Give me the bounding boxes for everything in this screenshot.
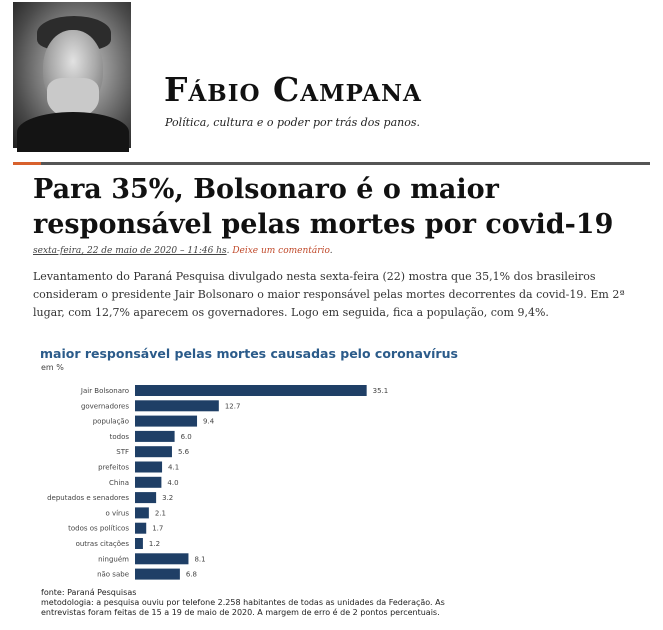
chart-category-label: ninguém [98,555,129,563]
chart-bar [135,476,162,488]
header-divider-accent [13,162,41,165]
post-body: Levantamento do Paraná Pesquisa divulgad… [33,270,625,319]
site-title[interactable]: Fábio Campana [164,70,422,109]
chart-category-label: outras citações [76,540,130,548]
chart-bar [135,507,149,519]
chart-value-label: 6.8 [186,571,197,579]
chart-category-label: todos [110,433,130,441]
chart-bar [135,568,180,580]
chart-bar [135,415,198,427]
chart-category-label: o vírus [105,509,129,517]
chart-value-label: 5.6 [178,448,190,456]
chart-category-label: prefeitos [98,464,129,472]
chart-category-label: deputados e senadores [47,494,129,502]
chart-svg: Jair Bolsonaro 35.1 governadores 12.7 popula… [47,385,389,580]
chart-bar [135,385,367,396]
chart-value-label: 6.0 [181,433,192,441]
chart-value-label: 1.2 [149,540,160,548]
chart-value-label: 3.2 [162,494,173,502]
chart-bar [135,538,143,549]
chart-category-label: Jair Bolsonaro [80,387,129,395]
chart-value-label: 2.1 [155,509,166,517]
author-photo-beard [47,78,99,118]
chart-bar [135,492,157,504]
chart-footer: fonte: Paraná Pesquisas metodologia: a p… [41,588,451,618]
chart-value-label: 35.1 [373,387,389,395]
chart-category-label: todos os políticos [68,525,129,533]
chart-value-label: 4.0 [167,479,178,487]
chart-category-label: população [93,418,129,426]
chart-bar [135,430,175,442]
chart-bar [135,553,189,565]
chart-value-label: 12.7 [225,402,241,410]
post-title[interactable]: Para 35%, Bolsonaro é o maior responsáve… [33,174,614,240]
chart-category-label: governadores [81,402,129,410]
chart-bar [135,400,219,412]
chart-value-label: 4.1 [168,464,179,472]
chart-category-label: não sabe [97,571,129,579]
site-tagline: Política, cultura e o poder por trás dos… [165,116,420,129]
chart-category-label: China [109,479,129,487]
chart-category-label: STF [116,448,129,456]
author-photo [13,2,131,152]
chart-bar [135,446,172,458]
comment-link[interactable]: Deixe um comentário [232,246,330,256]
chart-bar [135,522,147,534]
chart-method: metodologia: a pesquisa ouviu por telefo… [41,598,445,617]
chart-bar [135,461,163,473]
chart-value-label: 9.4 [203,418,215,426]
chart: maior responsável pelas mortes causadas … [33,338,458,628]
author-photo-shoulders [17,112,129,152]
chart-source: fonte: Paraná Pesquisas [41,588,137,597]
post-meta: sexta-feira, 22 de maio de 2020 – 11:46 … [33,246,333,256]
chart-title: maior responsável pelas mortes causadas … [40,346,458,361]
chart-unit: em % [41,363,64,372]
post-date[interactable]: sexta-feira, 22 de maio de 2020 – 11:46 … [33,246,227,256]
chart-value-label: 1.7 [152,525,163,533]
chart-value-label: 8.1 [194,555,205,563]
header-divider [41,162,650,165]
